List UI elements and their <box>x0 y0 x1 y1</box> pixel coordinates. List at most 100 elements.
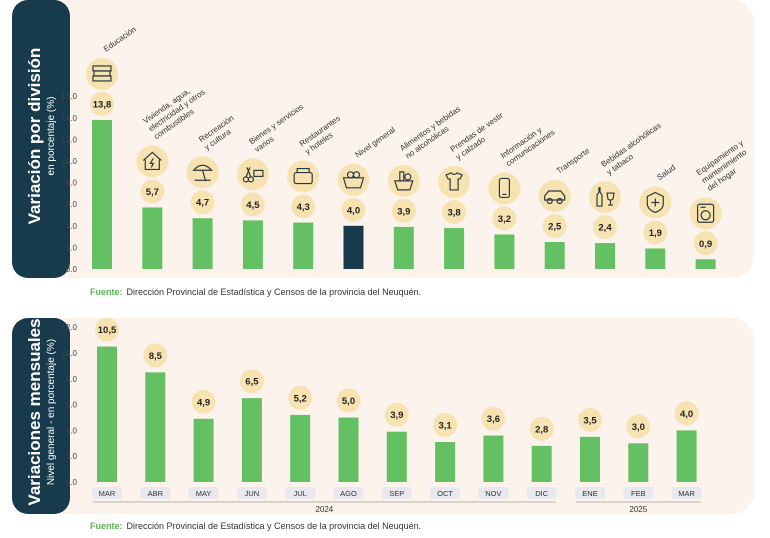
month-label: ABR <box>148 489 164 498</box>
bar <box>92 119 112 270</box>
car-icon-bg <box>538 180 571 212</box>
value-label: 3,2 <box>498 214 511 225</box>
value-bubble <box>626 414 651 439</box>
bottom-source-label: Fuente: <box>90 521 123 531</box>
value-bubble <box>191 389 216 414</box>
value-bubble <box>643 220 668 245</box>
y-tick-label: 12.0 <box>61 323 77 332</box>
scissors-cards-icon <box>242 167 264 183</box>
value-label: 4,0 <box>347 205 360 216</box>
y-tick-label: 0.0 <box>66 265 78 274</box>
bar <box>97 346 117 482</box>
top-source-text: Dirección Provincial de Estadística y Ce… <box>126 287 422 297</box>
top-title-tab: Variación por división en porcentaje (%) <box>12 0 70 278</box>
month-pill <box>430 487 461 499</box>
value-label: 4,7 <box>196 198 209 209</box>
value-label: 13,8 <box>93 99 112 110</box>
value-bubble <box>288 385 313 410</box>
shopping-basket-icon <box>342 171 365 189</box>
bar <box>628 443 649 482</box>
month-pill <box>671 487 702 499</box>
bar <box>241 398 262 482</box>
bar <box>386 431 407 482</box>
restaurant-icon <box>293 167 313 185</box>
month-label: NOV <box>485 489 501 498</box>
value-bubble <box>140 179 165 204</box>
house-electricity-icon <box>142 151 162 171</box>
top-chart-panel <box>12 0 754 278</box>
bar <box>580 436 600 482</box>
value-bubble <box>433 413 458 438</box>
y-tick-label: 16.0 <box>61 92 77 101</box>
value-label: 2,8 <box>535 424 548 435</box>
value-bubble <box>481 406 506 431</box>
bar <box>145 372 166 482</box>
smartphone-icon-bg <box>488 172 521 205</box>
y-tick-label: 6.0 <box>66 401 78 410</box>
y-tick-label: 4.0 <box>66 222 78 231</box>
car-icon <box>544 190 566 205</box>
value-bubble <box>593 215 617 240</box>
groceries-icon <box>393 171 414 191</box>
value-bubble <box>391 198 416 223</box>
value-label: 3,9 <box>397 206 410 217</box>
bar <box>645 248 666 269</box>
month-pill <box>236 487 267 499</box>
value-bubble <box>578 407 602 432</box>
value-bubble <box>542 214 567 238</box>
value-bubble <box>143 343 168 368</box>
y-tick-label: 10.0 <box>61 157 77 166</box>
bar <box>435 442 456 482</box>
value-label: 5,0 <box>342 396 355 407</box>
bottle-glass-icon <box>596 187 615 207</box>
y-tick-label: 2.0 <box>66 243 78 252</box>
value-label: 3,1 <box>438 421 452 432</box>
month-pill <box>381 487 412 499</box>
value-bubble <box>492 206 517 231</box>
bar <box>494 234 515 269</box>
bar <box>695 259 716 269</box>
value-label: 0,9 <box>699 239 712 250</box>
month-label: MAR <box>678 489 695 498</box>
value-bubble <box>693 231 718 256</box>
value-bubble <box>291 194 316 219</box>
y-tick-label: 0.0 <box>66 478 78 487</box>
month-pill <box>526 487 557 499</box>
month-pill <box>140 487 171 499</box>
bar <box>393 226 414 269</box>
y-tick-label: 10.0 <box>61 349 77 358</box>
month-label: DIC <box>535 489 549 498</box>
value-bubble <box>341 197 366 222</box>
scissors-cards-icon-bg <box>236 158 269 191</box>
bar <box>290 414 311 482</box>
month-label: FEB <box>631 489 646 498</box>
bar <box>142 207 163 269</box>
bar <box>343 225 364 269</box>
bar <box>242 220 263 269</box>
value-bubble <box>95 317 119 342</box>
value-label: 5,2 <box>294 393 307 404</box>
month-pill <box>478 487 509 499</box>
value-bubble <box>336 388 361 413</box>
month-label: ENE <box>582 489 597 498</box>
bar <box>676 430 697 482</box>
value-label: 3,5 <box>583 415 597 426</box>
value-bubble <box>239 369 264 394</box>
value-label: 1,9 <box>649 228 662 239</box>
value-bubble <box>674 401 699 426</box>
value-label: 2,5 <box>548 222 562 233</box>
year-label: 2025 <box>629 505 647 514</box>
month-label: JUN <box>245 489 260 498</box>
y-tick-label: 8.0 <box>66 179 78 188</box>
month-pill <box>333 487 364 499</box>
tshirt-shoe-icon <box>445 172 463 191</box>
value-label: 4,3 <box>297 202 310 213</box>
bar <box>338 417 359 482</box>
bar <box>595 243 615 269</box>
month-pill <box>623 487 654 499</box>
value-bubble <box>240 192 265 217</box>
value-label: 8,5 <box>149 351 163 362</box>
month-pill <box>188 487 219 499</box>
value-label: 4,0 <box>680 409 693 420</box>
